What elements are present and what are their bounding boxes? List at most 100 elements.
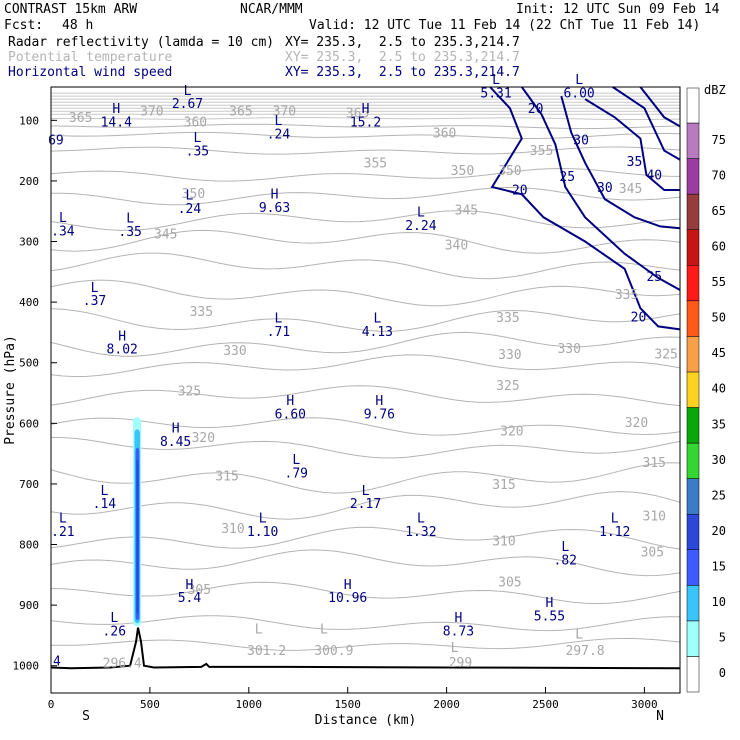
x-tick-label: 2500	[532, 698, 559, 711]
colorbar-level: 25	[712, 488, 726, 502]
x-tick-label: 3000	[631, 698, 658, 711]
theta-contour-label: 310	[221, 522, 244, 537]
extremum-value: .35	[186, 144, 209, 159]
extremum-value: .26	[103, 624, 126, 639]
extremum-marker: L	[186, 189, 194, 204]
theta-contour-label: 325	[178, 384, 201, 399]
x-tick-label: 0	[48, 698, 55, 711]
colorbar-level: 0	[719, 666, 726, 680]
extremum-value: 5.31	[480, 86, 511, 101]
theta-contour-label: 365	[346, 106, 369, 121]
theta-contour-label: 310	[492, 535, 515, 550]
wind-contour-line	[584, 98, 680, 191]
theta-contour-label: 335	[615, 288, 638, 303]
colorbar-swatch	[686, 620, 700, 657]
extremum-value: 1.10	[247, 525, 278, 540]
colorbar-swatch	[686, 585, 700, 622]
surface-theta-label: L	[255, 623, 263, 638]
extremum-marker: L	[259, 512, 267, 527]
extremum-marker: L	[100, 484, 108, 499]
extremum-value: 1.32	[405, 525, 436, 540]
extremum-marker: L	[611, 512, 619, 527]
theta-contour-line	[50, 308, 681, 332]
extremum-marker: H	[546, 596, 554, 611]
theta-contour-label: 305	[641, 546, 664, 561]
wind-contour-line	[612, 86, 681, 161]
y-tick-label: 500	[19, 357, 39, 370]
theta-contour-line	[50, 385, 681, 407]
colorbar-swatch	[686, 407, 700, 444]
extremum-value: 2.67	[172, 97, 203, 112]
extremum-value: 4.13	[362, 325, 393, 340]
theta-contour-label: 360	[184, 115, 207, 130]
wind-contour-label: 35	[627, 155, 643, 170]
extremum-value: 1.12	[599, 525, 630, 540]
theta-contour-label: 315	[492, 478, 515, 493]
wind-contour-line	[520, 86, 681, 291]
extremum-value: 5.55	[534, 609, 565, 624]
wind-contour-label: 30	[573, 134, 589, 149]
extremum-marker: L	[184, 84, 192, 99]
theta-contour-label: 345	[455, 203, 478, 218]
extremum-marker: L	[275, 114, 283, 129]
extremum-marker: H	[375, 394, 383, 409]
theta-contour-label: 325	[654, 347, 677, 362]
extremum-marker: L	[417, 206, 425, 221]
theta-contour-label: 315	[215, 469, 238, 484]
theta-contour-line	[50, 615, 680, 632]
field-reflectivity: Radar reflectivity (lamda = 10 cm)	[8, 35, 275, 50]
theta-contour-label: 320	[625, 416, 648, 431]
y-tick-label: 200	[19, 175, 39, 188]
theta-contour-label: 345	[619, 182, 642, 197]
theta-contour-label: 355	[364, 157, 387, 172]
reflectivity-fill	[133, 417, 141, 627]
x-tick-label: 1500	[334, 698, 361, 711]
field-wind-xy: XY= 235.3, 2.5 to 235.3,214.7	[285, 65, 520, 80]
surface-theta-label: L	[451, 641, 459, 656]
surface-theta-label: L	[320, 623, 328, 638]
wind-contour-label: 25	[559, 170, 575, 185]
field-wind: Horizontal wind speed	[8, 65, 173, 80]
extremum-marker: L	[561, 540, 569, 555]
extremum-value: .21	[51, 525, 74, 540]
terrain-line	[50, 627, 681, 670]
extremum-marker: H	[455, 611, 463, 626]
theta-contour-label: 320	[500, 424, 523, 439]
colorbar-level: 35	[712, 417, 726, 431]
valid-time: Valid: 12 UTC Tue 11 Feb 14 (22 ChT Tue …	[309, 18, 701, 33]
theta-contour-label: 315	[643, 456, 666, 471]
theta-contour-label: 365	[229, 104, 252, 119]
wind-contour-line	[639, 86, 681, 128]
extremum-marker: L	[59, 512, 67, 527]
extremum-marker: L	[193, 131, 201, 146]
y-tick-label: 900	[19, 599, 39, 612]
extremum-value: 9.76	[364, 407, 395, 422]
theta-contour-line	[50, 549, 681, 577]
extremum-value: .82	[554, 554, 577, 569]
theta-contour-line	[50, 354, 681, 378]
extremum-marker: L	[492, 73, 500, 88]
theta-contour-line	[50, 186, 681, 206]
colorbar-level: 70	[712, 168, 726, 182]
colorbar-level: 15	[712, 560, 726, 574]
colorbar-level: 20	[712, 524, 726, 538]
theta-contour-label: 350	[498, 164, 521, 179]
x-tick-label: 500	[140, 698, 160, 711]
plot-frame	[50, 86, 681, 694]
colorbar-swatch	[686, 193, 700, 230]
colorbar-swatch	[686, 371, 700, 408]
extremum-marker: H	[186, 578, 194, 593]
extremum-value: .37	[83, 294, 106, 309]
extremum-value: .14	[93, 497, 117, 512]
extremum-marker: H	[362, 102, 370, 117]
extremum-marker: L	[373, 312, 381, 327]
colorbar-level: 45	[712, 346, 726, 360]
extremum-value: 9.63	[259, 201, 290, 216]
field-theta: Potential temperature	[8, 50, 173, 65]
extremum-value: .24	[267, 128, 291, 143]
theta-contour-label: 330	[498, 348, 521, 363]
colorbar-level: 30	[712, 453, 726, 467]
y-tick-label: 300	[19, 236, 39, 249]
extremum-value: .71	[267, 325, 290, 340]
